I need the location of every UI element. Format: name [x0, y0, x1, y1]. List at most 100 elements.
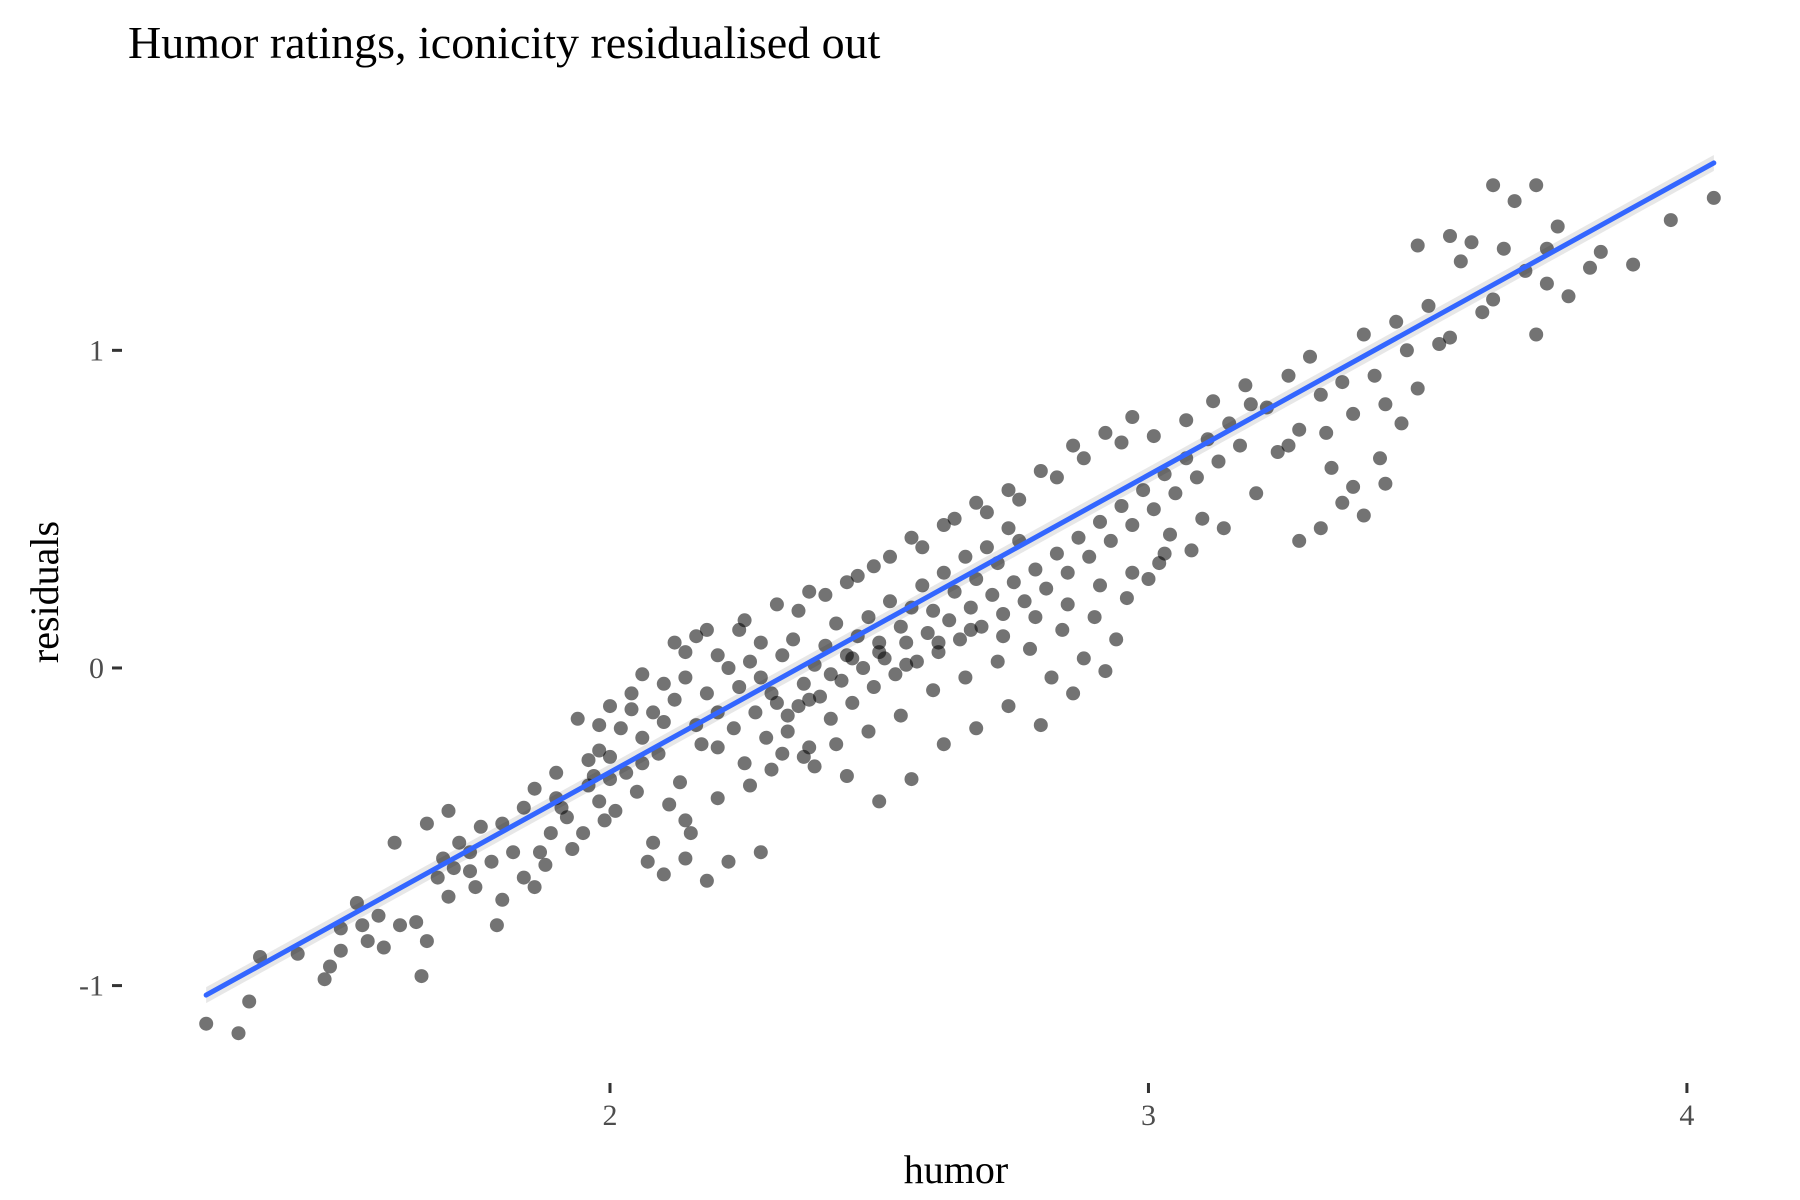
data-point	[1146, 429, 1161, 444]
data-point	[963, 600, 978, 615]
data-point	[1421, 298, 1436, 313]
data-point	[899, 635, 914, 650]
data-point	[1539, 276, 1554, 291]
trend-line	[203, 160, 1717, 998]
data-point	[1238, 378, 1253, 393]
data-point	[317, 972, 332, 987]
data-point	[1356, 327, 1371, 342]
data-point	[818, 587, 833, 602]
data-point	[1233, 438, 1247, 453]
data-point	[1076, 451, 1091, 466]
data-point	[1443, 229, 1457, 243]
data-point	[1146, 502, 1161, 517]
data-point	[753, 670, 768, 685]
data-point	[199, 1016, 214, 1031]
data-point	[850, 568, 865, 583]
data-point	[360, 934, 375, 949]
data-point	[597, 813, 612, 828]
data-point	[231, 1026, 246, 1041]
y-tick-label: -1	[79, 970, 104, 1003]
data-point	[646, 705, 661, 720]
data-point	[516, 800, 531, 815]
data-point	[942, 613, 957, 628]
data-point	[1093, 578, 1107, 593]
data-point	[904, 530, 919, 545]
data-point	[1163, 527, 1177, 542]
data-point	[974, 619, 989, 634]
data-point	[883, 549, 897, 564]
y-tick-label: 1	[89, 334, 104, 367]
data-point	[646, 835, 661, 850]
data-point	[1292, 533, 1307, 548]
data-point	[1281, 438, 1296, 453]
data-point	[656, 867, 671, 882]
data-point	[387, 835, 402, 850]
data-point	[883, 594, 897, 609]
data-point	[468, 880, 483, 895]
data-point	[1399, 343, 1414, 358]
data-point	[678, 851, 693, 866]
data-point	[1281, 368, 1296, 383]
data-point	[1270, 445, 1285, 459]
data-point	[1066, 438, 1081, 453]
data-point	[613, 721, 628, 736]
data-point	[1087, 610, 1102, 625]
data-point	[694, 737, 709, 752]
data-point	[1319, 425, 1334, 440]
data-point	[775, 746, 790, 761]
data-point	[441, 889, 456, 904]
data-point	[1561, 289, 1576, 304]
data-point	[473, 819, 488, 834]
data-point	[538, 857, 553, 872]
data-point	[1453, 254, 1468, 269]
data-point	[549, 765, 564, 780]
data-point	[1464, 235, 1479, 250]
data-point	[1179, 413, 1194, 428]
data-point	[1189, 470, 1204, 485]
data-point	[678, 813, 693, 828]
data-point	[1486, 292, 1501, 307]
data-point	[866, 559, 881, 574]
data-point	[1125, 410, 1140, 424]
data-point	[543, 826, 558, 841]
data-point	[1206, 394, 1221, 409]
data-point	[775, 648, 790, 663]
data-point	[1410, 381, 1425, 396]
data-point	[823, 711, 838, 726]
data-point	[1119, 591, 1134, 606]
data-point	[1356, 508, 1371, 523]
data-point	[839, 769, 854, 783]
data-point	[689, 629, 704, 644]
data-point	[1346, 479, 1361, 494]
data-point	[1378, 476, 1393, 491]
data-point	[1626, 257, 1641, 272]
data-point	[419, 816, 434, 831]
data-point	[931, 635, 946, 650]
data-point	[845, 651, 860, 666]
data-point	[1184, 543, 1199, 558]
data-point	[1496, 241, 1511, 256]
data-point	[1103, 533, 1118, 548]
data-point	[565, 842, 580, 856]
data-point	[936, 518, 951, 532]
data-point	[323, 959, 337, 974]
data-point	[635, 730, 650, 745]
data-point	[1060, 597, 1075, 612]
data-point	[732, 680, 747, 694]
data-point	[915, 578, 930, 593]
data-point	[1373, 451, 1387, 466]
data-point	[1389, 314, 1404, 329]
data-point	[1292, 422, 1307, 437]
data-point	[920, 626, 935, 640]
data-point	[926, 603, 941, 618]
data-point	[1114, 435, 1129, 450]
data-point	[721, 854, 736, 869]
data-point	[710, 740, 725, 755]
data-point	[592, 794, 607, 809]
data-point	[721, 661, 736, 675]
data-point	[1055, 622, 1070, 637]
data-point	[699, 873, 714, 888]
x-axis-title: humor	[904, 1147, 1008, 1192]
data-point	[861, 610, 876, 625]
data-point	[1157, 546, 1172, 561]
